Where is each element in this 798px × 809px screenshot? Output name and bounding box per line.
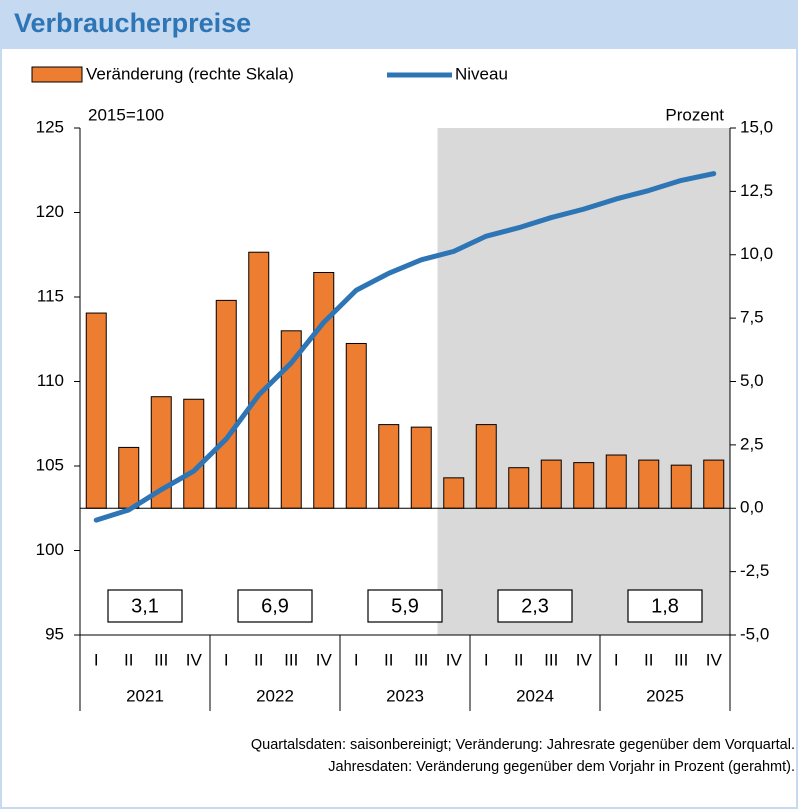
x-tick-label: I xyxy=(354,650,359,669)
bar xyxy=(443,477,465,509)
bar xyxy=(248,251,270,509)
x-tick-label: IV xyxy=(316,650,333,669)
bar xyxy=(313,271,335,509)
x-tick-label: III xyxy=(154,650,168,669)
y2-tick-label: 10,0 xyxy=(740,244,773,263)
bar xyxy=(215,299,237,509)
bar xyxy=(183,398,205,509)
forecast-shade xyxy=(437,128,730,635)
year-label: 2025 xyxy=(646,686,684,705)
annual-box xyxy=(627,589,703,623)
x-tick-label: III xyxy=(414,650,428,669)
bar xyxy=(410,426,432,509)
y-tick-label: 120 xyxy=(36,202,64,221)
x-tick-label: II xyxy=(124,650,133,669)
annual-box xyxy=(237,589,313,623)
chart-title: Verbraucherpreise xyxy=(14,8,251,38)
annual-box xyxy=(367,589,443,623)
x-tick-label: III xyxy=(544,650,558,669)
year-label: 2021 xyxy=(126,686,164,705)
annual-label: 1,8 xyxy=(651,595,679,617)
year-label: 2023 xyxy=(386,686,424,705)
y2-tick-label: 12,5 xyxy=(740,181,773,200)
x-tick-label: I xyxy=(94,650,99,669)
x-tick-label: II xyxy=(644,650,653,669)
y2-axis-label: Prozent xyxy=(665,105,724,124)
annual-label: 2,3 xyxy=(521,595,549,617)
y2-tick-label: -2,5 xyxy=(740,561,769,580)
y2-tick-label: 0,0 xyxy=(740,498,764,517)
y2-tick-label: 5,0 xyxy=(740,371,764,390)
y-tick-label: 100 xyxy=(36,540,64,559)
annual-label: 6,9 xyxy=(261,595,289,617)
y2-tick-label: 15,0 xyxy=(740,117,773,136)
bar xyxy=(475,424,497,509)
x-tick-label: I xyxy=(614,650,619,669)
frame xyxy=(0,47,798,809)
x-tick-label: III xyxy=(674,650,688,669)
annual-box xyxy=(497,589,573,623)
y2-tick-label: -5,0 xyxy=(740,624,769,643)
bar xyxy=(638,459,660,509)
footnote: Jahresdaten: Veränderung gegenüber dem V… xyxy=(328,759,795,775)
bar xyxy=(670,464,692,509)
x-tick-label: IV xyxy=(706,650,723,669)
y-tick-label: 105 xyxy=(36,455,64,474)
header-band xyxy=(0,0,798,48)
x-tick-label: IV xyxy=(576,650,593,669)
year-label: 2024 xyxy=(516,686,554,705)
bar xyxy=(573,462,595,509)
bar xyxy=(540,459,562,509)
annual-label: 3,1 xyxy=(131,595,159,617)
x-tick-label: III xyxy=(284,650,298,669)
x-tick-label: II xyxy=(514,650,523,669)
y-tick-label: 110 xyxy=(37,371,64,390)
y2-tick-label: 2,5 xyxy=(740,434,764,453)
x-tick-label: II xyxy=(384,650,393,669)
bar xyxy=(378,424,400,509)
footnote: Quartalsdaten: saisonbereinigt; Veränder… xyxy=(251,737,795,753)
year-label: 2022 xyxy=(256,686,294,705)
legend-label: Veränderung (rechte Skala) xyxy=(86,64,294,83)
y-tick-label: 115 xyxy=(37,286,64,305)
bar xyxy=(85,312,107,509)
legend-swatch xyxy=(31,66,83,83)
x-tick-label: IV xyxy=(446,650,463,669)
bar xyxy=(605,454,627,509)
y2-tick-label: 7,5 xyxy=(740,308,764,327)
y-axis-label: 2015=100 xyxy=(88,105,164,124)
annual-box xyxy=(107,589,183,623)
bar xyxy=(508,467,530,509)
x-tick-label: I xyxy=(224,650,229,669)
bar xyxy=(345,342,367,509)
annual-label: 5,9 xyxy=(391,595,419,617)
legend-label: Niveau xyxy=(455,64,508,83)
y-tick-label: 95 xyxy=(45,624,64,643)
y-tick-label: 125 xyxy=(36,117,64,136)
bar xyxy=(703,459,725,509)
x-tick-label: I xyxy=(484,650,489,669)
bar xyxy=(118,446,140,509)
x-tick-label: IV xyxy=(186,650,203,669)
line xyxy=(93,171,717,523)
x-tick-label: II xyxy=(254,650,263,669)
